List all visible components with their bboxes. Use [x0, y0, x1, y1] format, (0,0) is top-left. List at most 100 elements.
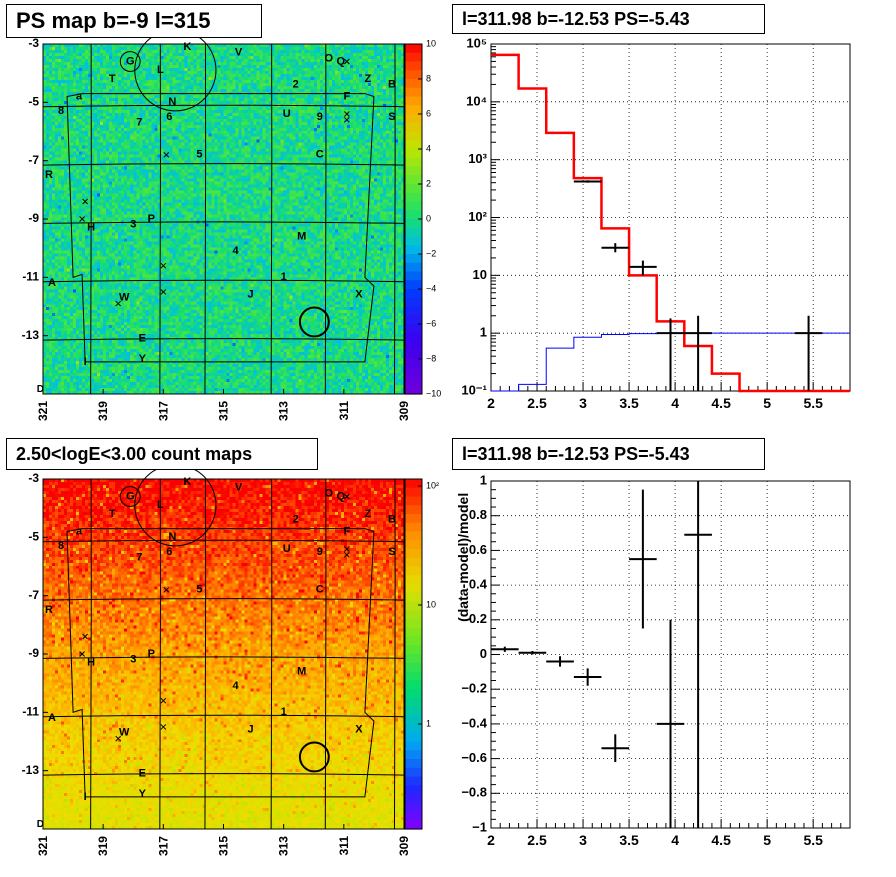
ps-source-cross: [160, 289, 167, 295]
ps-grid-meridian: [90, 43, 92, 395]
count-corner-label: D: [37, 819, 44, 830]
count-source-circle: [119, 486, 141, 507]
residual-data-point: [629, 489, 657, 629]
spectrum-data-point: [656, 318, 685, 391]
spectrum-data-point: [684, 315, 712, 391]
residual-data-point: [684, 481, 712, 828]
ps-source-label: B: [388, 79, 396, 91]
count-colorbar-label: 1: [426, 718, 431, 728]
count-grid-meridian: [204, 478, 207, 830]
count-grid-parallel: [42, 714, 405, 718]
ps-colorbar-bin: [405, 87, 422, 98]
ps-y-tick-label: -7: [28, 153, 39, 167]
residual-x-tick-label: 5: [763, 832, 771, 848]
residual-y-tick-label: 0: [480, 646, 487, 661]
count-source-label: 4: [232, 680, 239, 692]
count-colorbar-bin: [405, 575, 422, 585]
count-source-label: O: [325, 487, 334, 499]
count-colorbar-bin: [405, 741, 422, 751]
count-colorbar-bin: [405, 732, 422, 743]
count-source-label: T: [109, 508, 116, 520]
count-source-label: A: [48, 712, 56, 724]
ps-source-label: a: [76, 90, 83, 102]
ps-source-label: Y: [139, 353, 147, 365]
ps-source-label: I: [84, 356, 87, 368]
spectrum-data-point: [573, 180, 602, 183]
ps-colorbar-bin: [405, 157, 422, 168]
ps-source-label: K: [183, 41, 191, 53]
ps-grid-parallel: [42, 163, 405, 166]
count-colorbar-label: 10²: [426, 480, 439, 490]
count-source-label: P: [148, 648, 155, 660]
count-colorbar-bin: [405, 531, 422, 541]
ps-colorbar-bin: [405, 367, 422, 378]
ps-roi-outline: [66, 93, 375, 363]
count-colorbar-bin: [405, 636, 422, 646]
residual-x-tick-label: 4: [671, 832, 679, 848]
ps-source-label: 5: [196, 149, 202, 161]
ps-colorbar-label: 6: [426, 108, 431, 118]
ps-colorbar-bin: [405, 271, 422, 281]
ps-colorbar-bin: [405, 245, 422, 255]
count-colorbar-bin: [405, 479, 422, 489]
residual-x-tick-label: 4.5: [711, 832, 731, 848]
ps-source-cross: [115, 300, 122, 307]
ps-colorbar-bin: [405, 175, 422, 185]
ps-source-label: 9: [317, 111, 323, 123]
ps-colorbar-bin: [405, 385, 422, 395]
count-map-pixels: [43, 479, 404, 829]
count-colorbar-bin: [405, 610, 422, 620]
count-y-tick-label: -13: [22, 763, 40, 777]
spectrum-data-point: [601, 243, 630, 253]
ps-source-cross: [79, 216, 85, 222]
count-source-label: 3: [130, 654, 136, 666]
count-source-cross: [343, 546, 350, 552]
count-x-tick-label: 321: [36, 836, 50, 856]
count-source-label: 6: [166, 546, 172, 558]
ps-colorbar-bin: [405, 61, 422, 71]
residual-y-tick-label: −0.6: [461, 750, 487, 765]
count-colorbar-bin: [405, 549, 422, 559]
count-x-tick-label: 313: [277, 836, 291, 856]
count-source-label: G: [126, 490, 135, 502]
count-y-tick-label: -5: [28, 530, 39, 544]
ps-grid-parallel: [42, 338, 405, 341]
residual-y-tick-label: −0.8: [461, 785, 487, 800]
count-grid-meridian: [324, 478, 327, 830]
ps-colorbar-bin: [405, 350, 422, 360]
ps-colorbar-bin: [405, 52, 422, 63]
residual-y-tick-label: 1: [480, 472, 487, 487]
count-colorbar-bin: [405, 715, 422, 725]
ps-x-tick-label: 317: [156, 401, 170, 421]
count-colorbar-bin: [405, 584, 422, 594]
count-colorbar-bin: [405, 689, 422, 699]
count-source-label: K: [183, 476, 191, 488]
count-colorbar-bin: [405, 645, 422, 655]
ps-source-label: 7: [136, 117, 142, 129]
residual-data-point: [546, 656, 574, 667]
count-colorbar-bin: [405, 802, 422, 813]
ps-source-label: 8: [58, 105, 64, 117]
spectrum-title: l=311.98 b=-12.53 PS=-5.43: [452, 4, 765, 34]
ps-x-tick-label: 319: [96, 401, 110, 421]
ps-source-label: 6: [166, 111, 172, 123]
ps-source-label: 1: [281, 271, 287, 283]
count-x-tick-label: 315: [217, 836, 231, 856]
ps-y-tick-label: -5: [28, 95, 39, 109]
count-source-label: U: [283, 543, 291, 555]
ps-source-label: C: [316, 149, 324, 161]
ps-colorbar-bin: [405, 44, 422, 54]
ps-source-circle: [119, 51, 141, 72]
residual-data-point: [601, 734, 630, 763]
spectrum-x-tick-label: 3.5: [619, 395, 639, 411]
ps-colorbar-bin: [405, 122, 422, 133]
ps-colorbar-bin: [405, 70, 422, 80]
residual-x-tick-label: 5.5: [803, 832, 823, 848]
count-y-tick-label: -9: [28, 646, 39, 660]
count-colorbar-bin: [405, 680, 422, 690]
count-source-label: C: [316, 584, 324, 596]
ps-colorbar-bin: [405, 105, 422, 115]
ps-colorbar-bin: [405, 96, 422, 106]
ps-grid-meridian: [324, 43, 327, 395]
count-roi-outline: [66, 528, 375, 798]
